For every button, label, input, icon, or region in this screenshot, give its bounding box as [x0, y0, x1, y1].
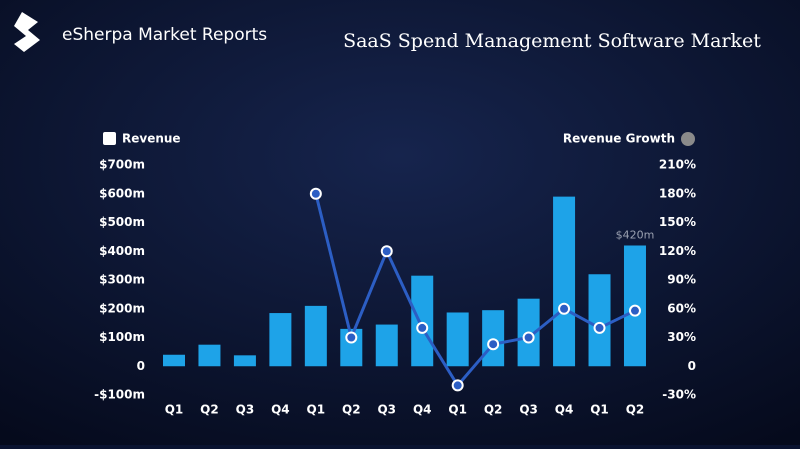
line	[314, 193, 636, 388]
x-tick-label: Q4	[413, 403, 432, 417]
line-point	[522, 331, 535, 344]
x-tick-label: Q2	[342, 403, 361, 417]
y2-tick-label: 0	[688, 359, 696, 373]
y2-tick-label: 150%	[659, 215, 696, 229]
x-tick-label: Q4	[271, 403, 290, 417]
bar	[163, 354, 185, 367]
x-tick-label: Q3	[236, 403, 255, 417]
line-point	[416, 321, 429, 334]
bar	[304, 305, 327, 367]
x-tick-label: Q2	[200, 403, 219, 417]
legend-swatch	[103, 132, 116, 145]
y2-tick-label: 180%	[659, 186, 696, 200]
y-tick-label: $200m	[99, 301, 145, 315]
y2-tick-label: -30%	[662, 388, 696, 402]
bar	[233, 355, 256, 367]
x-tick-label: Q1	[590, 403, 609, 417]
legend-label: Revenue	[122, 132, 181, 146]
x-tick-label: Q2	[484, 403, 503, 417]
value-label: $420m	[616, 229, 655, 242]
bar	[588, 274, 611, 367]
x-tick-label: Q2	[626, 403, 645, 417]
y2-tick-label: 30%	[667, 330, 696, 344]
y2-tick-label: 210%	[659, 158, 696, 172]
y-tick-label: $400m	[99, 244, 145, 258]
bar	[411, 275, 434, 367]
x-tick-label: Q3	[519, 403, 538, 417]
line-point	[309, 187, 322, 200]
bar	[375, 324, 398, 367]
y-tick-label: $600m	[99, 186, 145, 200]
x-tick-label: Q3	[377, 403, 396, 417]
legend-swatch	[681, 132, 695, 146]
x-tick-label: Q4	[555, 403, 574, 417]
line-point	[345, 331, 358, 344]
line-point	[558, 302, 571, 315]
y2-tick-label: 60%	[667, 301, 696, 315]
x-tick-label: Q1	[165, 403, 184, 417]
x-tick-label: Q1	[307, 403, 326, 417]
y2-tick-label: 120%	[659, 244, 696, 258]
y-tick-label: $500m	[99, 215, 145, 229]
chart-title: SaaS Spend Management Software Market	[343, 30, 761, 52]
y2-tick-label: 90%	[667, 273, 696, 287]
line-point	[628, 304, 641, 317]
bar	[269, 313, 292, 367]
legend-label: Revenue Growth	[563, 132, 675, 146]
y-tick-label: $700m	[99, 158, 145, 172]
y-tick-label: $100m	[99, 330, 145, 344]
bar	[553, 196, 576, 367]
y-tick-label: -$100m	[94, 388, 145, 402]
brand: eSherpa Market Reports	[62, 25, 267, 45]
line-point	[593, 321, 606, 334]
y-tick-label: $300m	[99, 273, 145, 287]
line-point	[451, 379, 464, 392]
y-tick-label: 0	[137, 359, 145, 373]
bar	[446, 312, 469, 367]
line-point	[487, 338, 500, 351]
bar	[198, 344, 221, 367]
line-point	[380, 245, 393, 258]
x-tick-label: Q1	[448, 403, 467, 417]
logo	[14, 12, 40, 52]
